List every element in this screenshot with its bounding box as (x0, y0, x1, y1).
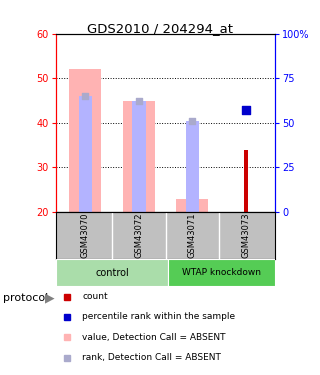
Bar (168, 259, 275, 286)
Text: count: count (82, 292, 108, 301)
Bar (186, 121, 199, 212)
Text: GSM43070: GSM43070 (81, 213, 90, 258)
Text: ▶: ▶ (45, 292, 54, 304)
Text: rank, Detection Call = ABSENT: rank, Detection Call = ABSENT (82, 353, 221, 362)
Text: GSM43071: GSM43071 (188, 213, 197, 258)
Text: protocol: protocol (3, 293, 48, 303)
Bar (176, 199, 208, 212)
Text: control: control (95, 267, 129, 278)
Bar (69, 69, 101, 212)
Point (190, 118, 195, 124)
Bar (244, 150, 248, 212)
Point (83, 93, 88, 99)
Point (136, 98, 141, 104)
Bar (123, 100, 155, 212)
Text: GSM43073: GSM43073 (241, 213, 250, 258)
Point (243, 106, 248, 112)
Bar (56, 259, 168, 286)
Bar (79, 96, 92, 212)
Text: GSM43072: GSM43072 (134, 213, 143, 258)
Text: value, Detection Call = ABSENT: value, Detection Call = ABSENT (82, 333, 226, 342)
Text: percentile rank within the sample: percentile rank within the sample (82, 312, 236, 321)
Text: WTAP knockdown: WTAP knockdown (182, 268, 261, 277)
Bar (132, 100, 146, 212)
Text: GDS2010 / 204294_at: GDS2010 / 204294_at (87, 22, 233, 36)
